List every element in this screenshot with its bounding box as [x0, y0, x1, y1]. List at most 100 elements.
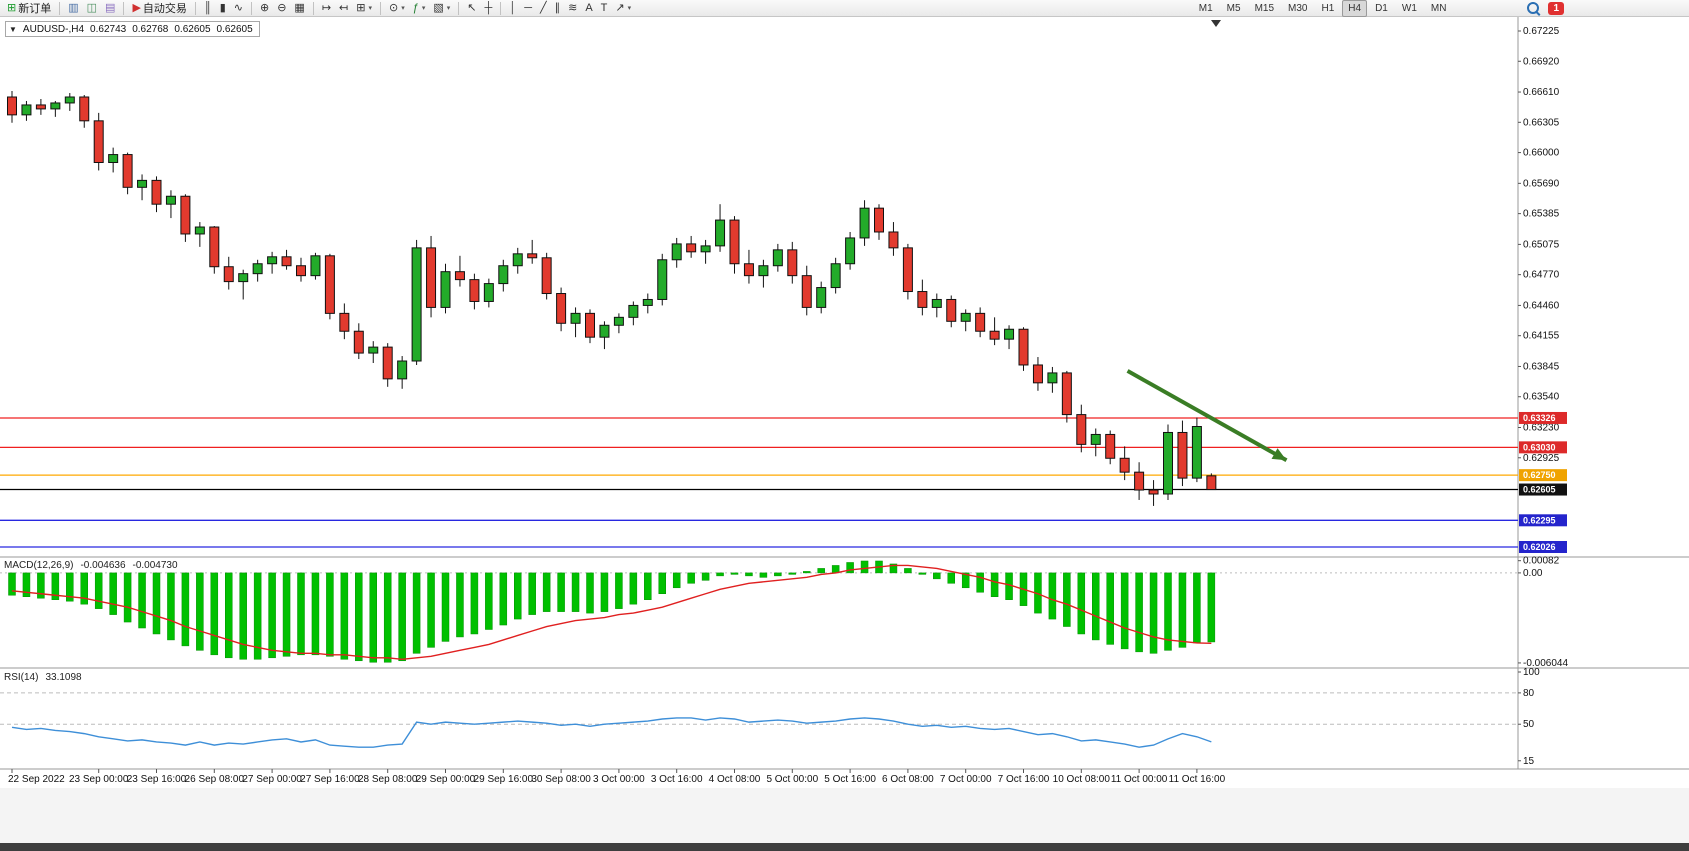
tile-windows-button[interactable]: ▦ — [290, 0, 308, 17]
chart-ohlc-high: 0.62768 — [132, 23, 169, 35]
toolbar-separator — [250, 1, 252, 15]
trendline-icon: ╱ — [539, 1, 547, 14]
navigator-button[interactable]: ▤ — [101, 0, 119, 17]
svg-text:0.62605: 0.62605 — [1523, 485, 1556, 495]
svg-text:-0.006044: -0.006044 — [1523, 658, 1568, 669]
timeframe-m30[interactable]: M30 — [1288, 2, 1308, 14]
macd-panel[interactable] — [0, 558, 1518, 668]
bottom-strip — [0, 788, 1689, 851]
svg-text:0.64770: 0.64770 — [1523, 270, 1560, 281]
svg-text:0.66920: 0.66920 — [1523, 56, 1560, 67]
channel-icon: ∥ — [554, 1, 561, 14]
trendline-button[interactable]: ╱ — [536, 0, 551, 17]
svg-text:5 Oct 16:00: 5 Oct 16:00 — [824, 774, 876, 785]
chart-symbol-period: AUDUSD-,H4 — [22, 23, 85, 35]
svg-text:0.62925: 0.62925 — [1523, 453, 1560, 464]
timeframe-h1[interactable]: H1 — [1321, 2, 1335, 14]
svg-text:26 Sep 08:00: 26 Sep 08:00 — [185, 774, 245, 785]
market-watch-button[interactable]: ▥ — [64, 0, 82, 17]
chart-shift-button[interactable]: ↤ — [335, 0, 352, 17]
horizontal-line-button[interactable]: ─ — [520, 0, 536, 17]
toolbar-separator — [194, 1, 196, 15]
vertical-line-button[interactable]: │ — [505, 0, 520, 17]
svg-text:0.66000: 0.66000 — [1523, 148, 1560, 159]
svg-text:3 Oct 00:00: 3 Oct 00:00 — [593, 774, 645, 785]
toolbar-separator — [500, 1, 502, 15]
macd-signal-value: -0.004730 — [132, 560, 178, 571]
svg-text:0.65385: 0.65385 — [1523, 209, 1560, 220]
svg-text:0.62750: 0.62750 — [1523, 470, 1556, 480]
zoom-in-icon: ⊕ — [259, 1, 270, 14]
symbol-selector[interactable]: ▼ AUDUSD-,H4 0.62743 0.62768 0.62605 0.6… — [5, 21, 260, 37]
svg-text:0.64460: 0.64460 — [1523, 300, 1560, 311]
svg-text:0.67225: 0.67225 — [1523, 26, 1560, 37]
search-button[interactable] — [1523, 0, 1543, 17]
timeframe-m5[interactable]: M5 — [1226, 2, 1241, 14]
autotrading-button-label: 自动交易 — [142, 3, 187, 15]
timeframe-h4[interactable]: H4 — [1342, 0, 1368, 17]
rsi-panel[interactable] — [0, 669, 1518, 769]
autotrading-button[interactable]: ▶ 自动交易 — [128, 0, 190, 17]
new-order-button[interactable]: ⊞ 新订单 — [3, 0, 55, 17]
time-axis[interactable] — [0, 769, 1518, 787]
dropdown-caret-icon: ▾ — [368, 5, 372, 12]
svg-text:0.66305: 0.66305 — [1523, 117, 1560, 128]
periods-button[interactable]: ⊙ ▾ — [385, 0, 409, 17]
notification-badge[interactable]: 1 — [1548, 1, 1564, 15]
svg-text:5 Oct 00:00: 5 Oct 00:00 — [766, 774, 818, 785]
timeframe-d1[interactable]: D1 — [1375, 2, 1388, 14]
cursor-icon: ↖ — [467, 1, 477, 14]
timeframe-m15[interactable]: M15 — [1254, 2, 1275, 14]
svg-text:0.62026: 0.62026 — [1523, 542, 1556, 552]
svg-text:11 Oct 00:00: 11 Oct 00:00 — [1111, 774, 1168, 785]
zoom-out-button[interactable]: ⊖ — [273, 0, 290, 17]
text-button[interactable]: A — [581, 0, 596, 17]
svg-text:23 Sep 00:00: 23 Sep 00:00 — [69, 774, 129, 785]
toolbar-separator — [59, 1, 61, 15]
price-chart-panel[interactable] — [0, 17, 1518, 557]
svg-text:28 Sep 08:00: 28 Sep 08:00 — [358, 774, 418, 785]
tile-windows-icon: ▦ — [294, 1, 305, 14]
timeframe-w1[interactable]: W1 — [1401, 2, 1417, 14]
chart-shift-icon: ↤ — [339, 1, 349, 14]
templates-icon: ▧ — [433, 1, 444, 14]
templates-button[interactable]: ▧ ▾ — [429, 0, 454, 17]
text-label-button[interactable]: T — [597, 0, 612, 17]
svg-text:80: 80 — [1523, 688, 1535, 699]
svg-text:0.64155: 0.64155 — [1523, 331, 1560, 342]
arrows-button[interactable]: ↗ ▾ — [611, 0, 635, 17]
fibonacci-button[interactable]: ≋ — [564, 0, 581, 17]
new-chart-icon: ⊞ — [356, 1, 366, 14]
svg-text:0.65690: 0.65690 — [1523, 178, 1560, 189]
cursor-button[interactable]: ↖ — [463, 0, 480, 17]
data-window-button[interactable]: ◫ — [83, 0, 101, 17]
timeframe-mn[interactable]: MN — [1430, 2, 1447, 14]
toolbar: ⊞ 新订单 ▥ ◫ ▤ ▶ 自动交易 ║ ▮ ∿ ⊕ ⊖ ▦ ↦ ↤ ⊞ ▾ ⊙ ▾ ƒ ▾ ▧ ▾ ↖ ┼ │ ─ ╱ ∥ ≋ A T ↗ ▾ M… — [0, 0, 1689, 17]
candles-chart-icon: ▮ — [219, 1, 226, 14]
chart-shift-marker-icon[interactable] — [1211, 20, 1221, 27]
candles-chart-button[interactable]: ▮ — [216, 0, 230, 17]
toolbar-separator — [458, 1, 460, 15]
crosshair-button[interactable]: ┼ — [481, 0, 497, 17]
svg-text:0.63030: 0.63030 — [1523, 442, 1556, 452]
auto-scroll-button[interactable]: ↦ — [318, 0, 335, 17]
bars-chart-button[interactable]: ║ — [200, 0, 216, 17]
channel-button[interactable]: ∥ — [551, 0, 565, 17]
dropdown-caret-icon: ▾ — [627, 5, 632, 12]
price-axis[interactable] — [1518, 17, 1689, 769]
svg-text:7 Oct 00:00: 7 Oct 00:00 — [940, 774, 992, 785]
bars-chart-icon: ║ — [203, 1, 212, 14]
line-chart-button[interactable]: ∿ — [230, 0, 247, 17]
new-chart-button[interactable]: ⊞ ▾ — [352, 0, 376, 17]
svg-text:27 Sep 00:00: 27 Sep 00:00 — [242, 774, 302, 785]
zoom-in-button[interactable]: ⊕ — [256, 0, 273, 17]
fibonacci-icon: ≋ — [568, 1, 578, 14]
timeframe-m1[interactable]: M1 — [1198, 2, 1213, 14]
svg-text:11 Oct 16:00: 11 Oct 16:00 — [1169, 774, 1226, 785]
indicators-button[interactable]: ƒ ▾ — [409, 0, 430, 17]
svg-text:3 Oct 16:00: 3 Oct 16:00 — [651, 774, 703, 785]
search-icon — [1527, 2, 1540, 14]
indicators-icon: ƒ — [412, 1, 419, 14]
